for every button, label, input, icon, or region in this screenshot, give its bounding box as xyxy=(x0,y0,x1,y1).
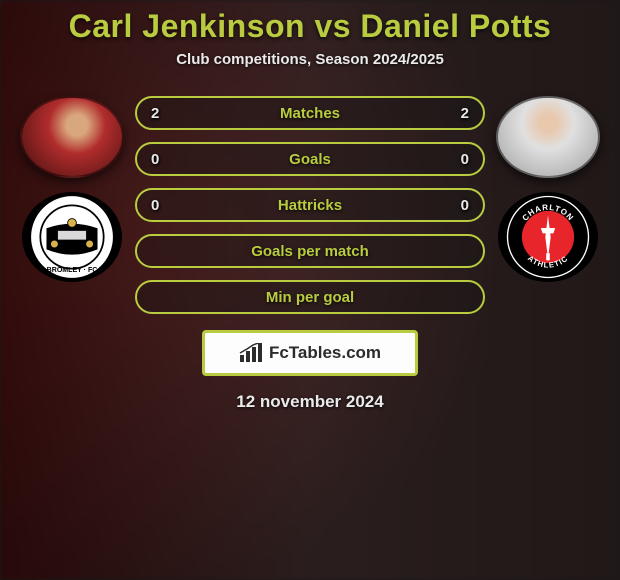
stat-label: Min per goal xyxy=(177,289,443,306)
stat-row-goals: 0 Goals 0 xyxy=(135,142,485,176)
columns: BROMLEY · FC 2 Matches 2 0 Goals 0 0 Hat… xyxy=(0,96,620,314)
player-avatar-right xyxy=(496,96,600,178)
stat-label: Matches xyxy=(177,105,443,122)
club-badge-right: CHARLTON ATHLETIC xyxy=(498,192,598,282)
stat-right-value: 0 xyxy=(443,197,469,214)
stat-right-value: 0 xyxy=(443,151,469,168)
stat-right-value: 2 xyxy=(443,105,469,122)
stat-label: Goals xyxy=(177,151,443,168)
stat-left-value: 0 xyxy=(151,197,177,214)
page-title: Carl Jenkinson vs Daniel Potts xyxy=(0,8,620,45)
stat-row-hattricks: 0 Hattricks 0 xyxy=(135,188,485,222)
charlton-badge-icon: CHARLTON ATHLETIC xyxy=(503,192,593,282)
brand-label: FcTables.com xyxy=(269,343,381,363)
stat-row-matches: 2 Matches 2 xyxy=(135,96,485,130)
svg-text:BROMLEY · FC: BROMLEY · FC xyxy=(47,267,98,274)
stat-label: Hattricks xyxy=(177,197,443,214)
date-label: 12 november 2024 xyxy=(0,392,620,412)
right-column: CHARLTON ATHLETIC xyxy=(493,96,603,282)
bromley-badge-icon: BROMLEY · FC xyxy=(28,193,116,281)
stat-left-value: 0 xyxy=(151,151,177,168)
left-column: BROMLEY · FC xyxy=(17,96,127,282)
club-badge-left: BROMLEY · FC xyxy=(22,192,122,282)
comparison-card: Carl Jenkinson vs Daniel Potts Club comp… xyxy=(0,0,620,580)
bar-chart-icon xyxy=(239,343,263,363)
stat-row-goals-per-match: Goals per match xyxy=(135,234,485,268)
stat-row-min-per-goal: Min per goal xyxy=(135,280,485,314)
brand-box[interactable]: FcTables.com xyxy=(202,330,418,376)
stat-label: Goals per match xyxy=(177,243,443,260)
stats-list: 2 Matches 2 0 Goals 0 0 Hattricks 0 Goal… xyxy=(135,96,485,314)
subtitle: Club competitions, Season 2024/2025 xyxy=(0,51,620,68)
player-avatar-left xyxy=(20,96,124,178)
stat-left-value: 2 xyxy=(151,105,177,122)
